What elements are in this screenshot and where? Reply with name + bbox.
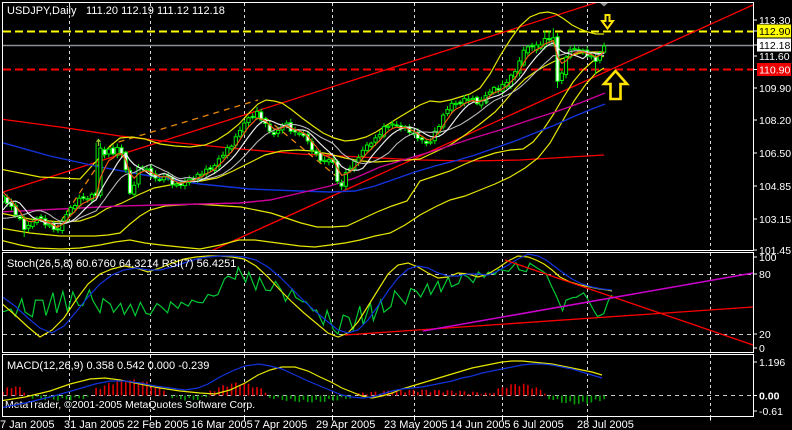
svg-text:7 Jan 2005: 7 Jan 2005 xyxy=(0,419,54,430)
svg-text:Stoch(26,5,8) 60.6760 64.3214: Stoch(26,5,8) 60.6760 64.3214 RSI(7) 56.… xyxy=(7,258,236,270)
svg-text:108.20: 108.20 xyxy=(759,115,791,127)
svg-text:22 Feb 2005: 22 Feb 2005 xyxy=(127,419,189,430)
svg-text:31 Jan 2005: 31 Jan 2005 xyxy=(64,419,125,430)
svg-text:104.85: 104.85 xyxy=(759,181,791,193)
svg-text:112.90: 112.90 xyxy=(759,26,790,38)
svg-text:112.18: 112.18 xyxy=(759,40,790,52)
svg-text:USDJPY,Daily: USDJPY,Daily xyxy=(7,5,77,17)
svg-text:0: 0 xyxy=(759,343,765,355)
svg-text:-0.61: -0.61 xyxy=(759,406,783,418)
svg-text:80: 80 xyxy=(759,269,771,281)
svg-text:109.90: 109.90 xyxy=(759,83,791,95)
svg-text:MetaTrader, ©2001-2005 MetaQuo: MetaTrader, ©2001-2005 MetaQuotes Softwa… xyxy=(5,399,255,411)
svg-text:6 Jul 2005: 6 Jul 2005 xyxy=(513,419,564,430)
svg-text:28 Jul 2005: 28 Jul 2005 xyxy=(577,419,634,430)
svg-text:0.00: 0.00 xyxy=(759,391,780,403)
svg-text:113.30: 113.30 xyxy=(759,15,790,27)
svg-text:111.20 112.19 111.12 112.18: 111.20 112.19 111.12 112.18 xyxy=(86,5,225,17)
svg-text:103.15: 103.15 xyxy=(759,214,791,226)
svg-text:16 Mar 2005: 16 Mar 2005 xyxy=(191,419,253,430)
svg-text:7 Apr 2005: 7 Apr 2005 xyxy=(254,419,307,430)
svg-text:29 Apr 2005: 29 Apr 2005 xyxy=(316,419,375,430)
svg-text:20: 20 xyxy=(759,329,771,341)
svg-text:101.45: 101.45 xyxy=(759,245,791,257)
svg-text:100: 100 xyxy=(759,252,777,264)
svg-text:23 May 2005: 23 May 2005 xyxy=(384,419,448,430)
svg-text:106.50: 106.50 xyxy=(759,148,791,160)
svg-text:MACD(12,26,9) 0.358 0.542 0.00: MACD(12,26,9) 0.358 0.542 0.000 -0.239 xyxy=(7,360,209,372)
svg-text:1.196: 1.196 xyxy=(759,357,785,369)
svg-text:111.60: 111.60 xyxy=(759,51,790,63)
svg-text:14 Jun 2005: 14 Jun 2005 xyxy=(450,419,511,430)
svg-text:110.90: 110.90 xyxy=(759,65,790,77)
